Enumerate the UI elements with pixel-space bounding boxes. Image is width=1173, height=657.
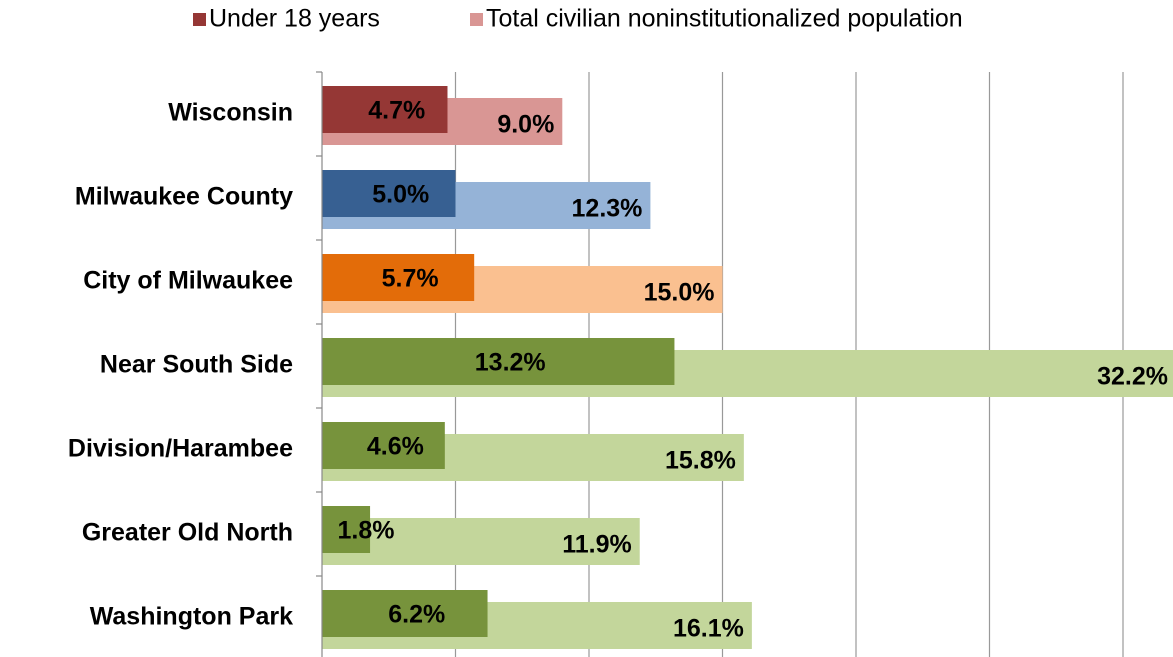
value-label: 16.1% [673,615,744,643]
bar [322,254,475,301]
value-label: 13.2% [475,349,546,377]
bar [322,170,456,217]
legend-swatch [193,13,206,26]
legend-swatch [470,13,483,26]
value-label: 5.7% [382,265,439,293]
category-label: City of Milwaukee [83,267,293,295]
legend-label: Total civilian noninstitutionalized popu… [486,5,963,33]
category-label: Washington Park [90,603,293,631]
category-label: Greater Old North [82,519,293,547]
value-label: 4.7% [368,97,425,125]
value-label: 9.0% [497,111,554,139]
value-label: 11.9% [562,531,632,559]
category-label: Milwaukee County [75,183,293,211]
bar [322,422,445,469]
value-label: 5.0% [372,181,429,209]
category-label: Wisconsin [168,99,293,127]
bar [322,506,371,553]
legend-label: Under 18 years [209,5,380,33]
value-label: 32.2% [1097,363,1168,391]
category-label: Division/Harambee [68,435,293,463]
value-label: 15.8% [665,447,736,475]
value-label: 1.8% [338,517,395,545]
value-label: 6.2% [388,601,445,629]
value-label: 4.6% [367,433,424,461]
value-label: 12.3% [572,195,643,223]
category-label: Near South Side [100,351,293,379]
value-label: 15.0% [644,279,715,307]
bar [322,590,488,637]
bar [322,518,640,565]
bar [322,338,675,385]
bar [322,86,448,133]
